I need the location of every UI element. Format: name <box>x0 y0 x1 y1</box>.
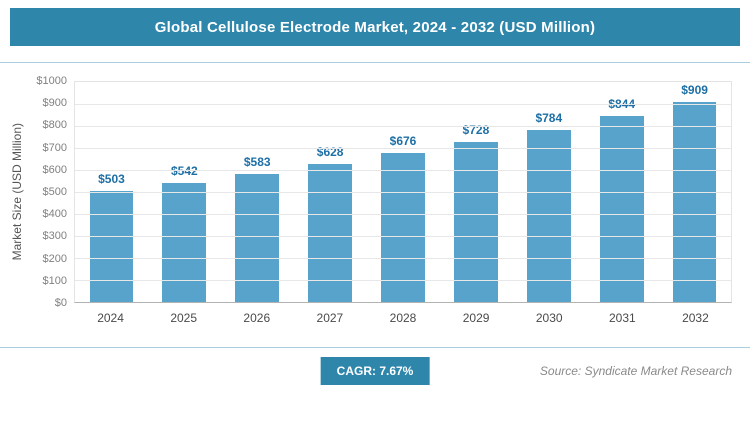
bar-value-label: $503 <box>98 172 125 187</box>
cagr-badge: CAGR: 7.67% <box>320 357 430 385</box>
gridline <box>75 170 731 171</box>
source-text: Source: Syndicate Market Research <box>539 364 732 378</box>
bar-2030 <box>526 129 571 302</box>
bar-value-label: $728 <box>462 122 490 137</box>
x-axis-labels: 2024 2025 2026 2027 2028 2029 2030 2031 2032 <box>74 303 732 333</box>
bar-2025 <box>162 182 207 302</box>
bar-value-label: $628 <box>316 144 344 159</box>
bar-2031 <box>599 116 644 302</box>
gridline <box>75 258 731 259</box>
x-axis-label: 2025 <box>170 311 198 325</box>
x-axis-label: 2029 <box>462 311 490 325</box>
y-tick-label: $400 <box>42 208 67 221</box>
header-banner: Global Cellulose Electrode Market, 2024 … <box>10 8 740 46</box>
bar-slot: $784 <box>512 82 585 302</box>
bar-slot: $909 <box>658 82 731 302</box>
y-tick-label: $700 <box>42 141 67 154</box>
bar-2029 <box>454 141 498 302</box>
gridline <box>75 104 731 105</box>
bar-slot: $503 <box>75 82 148 302</box>
y-tick-label: $0 <box>54 297 67 309</box>
y-tick-label: $300 <box>42 230 67 243</box>
x-axis-label: 2031 <box>608 311 636 325</box>
y-tick-label: $200 <box>42 252 67 265</box>
y-tick-label: $800 <box>42 119 67 132</box>
y-axis-ticks: $1000 $900 $800 $700 $600 $500 $400 $300 $200 $10… <box>26 75 74 309</box>
x-axis-label: 2030 <box>535 311 563 325</box>
gridline <box>75 280 731 281</box>
bar-2032 <box>672 102 717 302</box>
bar-slot: $844 <box>585 82 658 302</box>
x-axis-label: 2027 <box>316 311 344 325</box>
plot-area: $503$542$583$628$676$728$784$844$909 <box>74 81 732 303</box>
cagr-label: CAGR: 7.67% <box>336 364 414 378</box>
gridline <box>75 192 731 193</box>
x-axis-label: 2028 <box>389 311 417 325</box>
bar-2027 <box>308 163 352 302</box>
bar-value-label: $784 <box>535 110 563 125</box>
y-tick-label: $100 <box>42 274 67 287</box>
footer: CAGR: 7.67% Source: Syndicate Market Res… <box>0 348 750 394</box>
gridline <box>75 214 731 215</box>
bar-2028 <box>381 153 425 302</box>
chart: Market Size (USD Million) $1000 $900 $800 $… <box>0 63 750 309</box>
divider-bottom <box>0 347 750 348</box>
y-axis-title: Market Size (USD Million) <box>8 81 26 303</box>
x-axis-label: 2026 <box>243 311 271 325</box>
page-title: Global Cellulose Electrode Market, 2024 … <box>154 18 596 36</box>
y-axis-title-text: Market Size (USD Million) <box>10 123 24 261</box>
bars-row: $503$542$583$628$676$728$784$844$909 <box>75 82 731 302</box>
bar-2024 <box>89 191 134 302</box>
y-tick-label: $900 <box>42 97 67 110</box>
y-tick-label: $500 <box>42 186 67 198</box>
y-tick-label: $600 <box>42 163 67 176</box>
x-axis-label: 2024 <box>97 311 124 325</box>
x-axis-label: 2032 <box>682 311 709 325</box>
divider-top <box>0 62 750 63</box>
gridline <box>75 148 731 149</box>
bar-value-label: $676 <box>389 134 417 149</box>
bar-slot: $676 <box>367 82 440 302</box>
y-tick-label: $1000 <box>36 75 67 87</box>
gridline <box>75 236 731 237</box>
bar-value-label: $583 <box>243 154 271 169</box>
bar-value-label: $909 <box>681 83 708 98</box>
gridline <box>75 126 731 127</box>
